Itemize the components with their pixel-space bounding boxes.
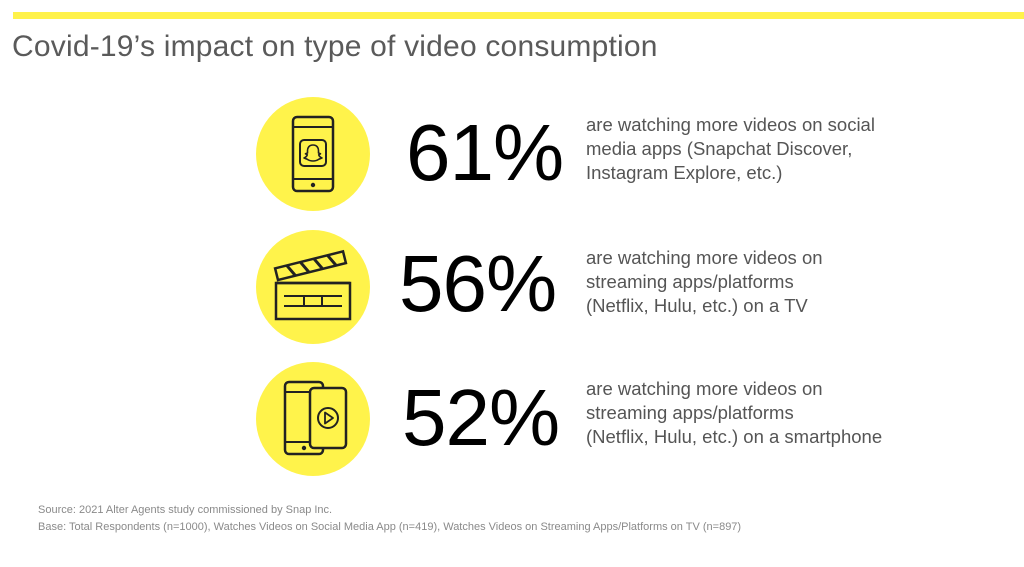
top-accent-bar <box>13 12 1024 19</box>
stat-percent: 56% <box>399 239 557 328</box>
description-line: streaming apps/platforms <box>586 402 794 423</box>
description-line: are watching more videos on <box>586 247 823 268</box>
stat-percent: 61% <box>406 108 564 197</box>
source-footnote: Source: 2021 Alter Agents study commissi… <box>38 504 333 516</box>
description-line: are watching more videos on social <box>586 114 875 135</box>
phone-video-play-icon <box>256 362 370 476</box>
description-line: media apps (Snapchat Discover, <box>586 138 853 159</box>
description-line: (Netflix, Hulu, etc.) on a TV <box>586 295 808 316</box>
description-line: streaming apps/platforms <box>586 271 794 292</box>
description-line: Instagram Explore, etc.) <box>586 162 783 183</box>
stat-percent: 52% <box>402 373 560 462</box>
clapperboard-icon <box>256 230 370 344</box>
description-line: are watching more videos on <box>586 378 823 399</box>
description-line: (Netflix, Hulu, etc.) on a smartphone <box>586 426 883 447</box>
smartphone-snapchat-icon <box>256 97 370 211</box>
stat-description: are watching more videos on social media… <box>586 113 1006 185</box>
stat-description: are watching more videos on streaming ap… <box>586 377 1006 449</box>
page-title: Covid-19’s impact on type of video consu… <box>12 30 658 63</box>
stat-description: are watching more videos on streaming ap… <box>586 246 1006 318</box>
base-footnote: Base: Total Respondents (n=1000), Watche… <box>38 521 742 533</box>
